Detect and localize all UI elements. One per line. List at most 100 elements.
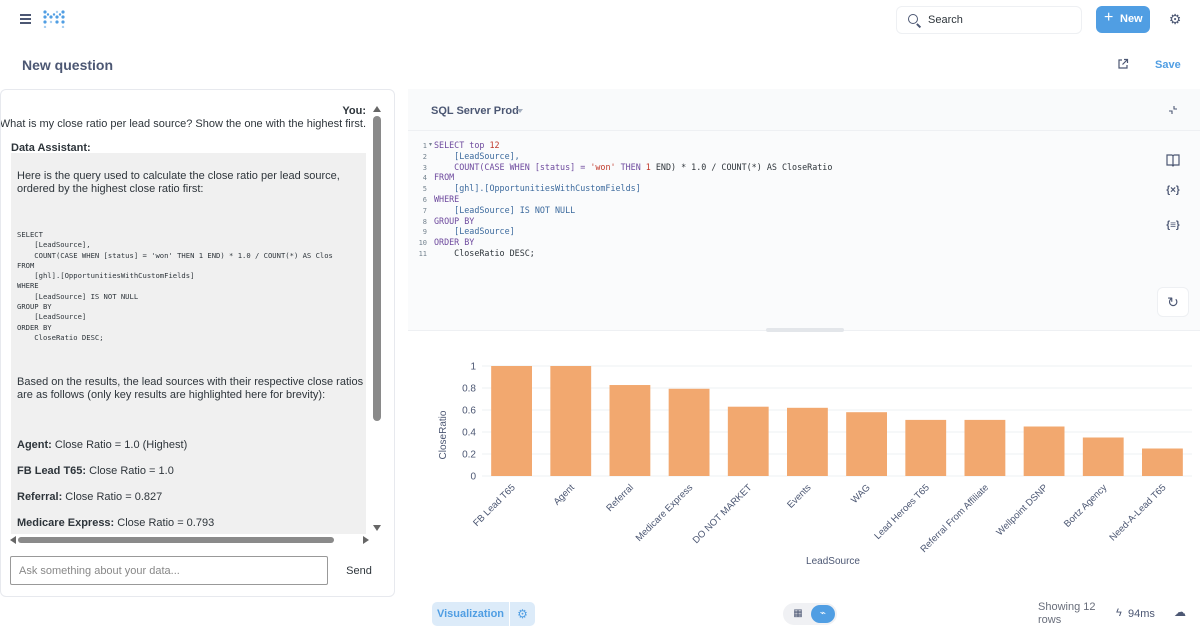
editor-resize-handle[interactable] <box>766 328 844 332</box>
scroll-right-arrow-icon[interactable] <box>363 536 369 544</box>
metabase-logo-icon[interactable] <box>43 10 67 28</box>
search-bar[interactable]: Search <box>896 6 1082 34</box>
chevron-down-icon[interactable] <box>517 109 523 113</box>
code-line: CloseRatio DESC; <box>434 248 832 259</box>
collapse-icon[interactable] <box>1168 105 1178 115</box>
code-token: 1 <box>645 161 651 172</box>
x-tick-label: Referral From Affiliate <box>918 482 991 555</box>
assistant-results-line1: Based on the results, the lead sources w… <box>17 376 364 388</box>
table-view-icon[interactable]: ▦ <box>793 608 803 619</box>
code-token: END) * 1.0 / COUNT(*) AS CloseRatio <box>650 161 833 172</box>
footer-bar: Visualization ⚙ ▦ ⌁ Showing 12 rows ϟ 94… <box>408 597 1200 629</box>
chat-horizontal-scrollbar[interactable] <box>1 534 376 546</box>
visualization-settings-icon[interactable]: ⚙ <box>510 602 535 626</box>
code-token: WHERE <box>434 193 460 204</box>
bar-chart: 0 0.2 0.4 0.6 0.8 1 FB Lead T65 Agent ReferralMe… <box>438 362 1192 567</box>
code-line: WHERE <box>434 194 832 205</box>
bar[interactable] <box>609 385 651 476</box>
download-icon[interactable]: ☁ <box>1174 605 1186 619</box>
send-button[interactable]: Send <box>338 556 380 585</box>
code-token: FROM <box>434 172 455 183</box>
result-value: Close Ratio = 1.0 <box>86 465 174 477</box>
code-line: ORDER BY <box>434 237 832 248</box>
result-item: Referral: Close Ratio = 0.827 <box>17 491 162 504</box>
assistant-sql-code: SELECT [LeadSource], COUNT(CASE WHEN [st… <box>17 230 333 342</box>
sql-code[interactable]: SELECT top 12 [LeadSource], COUNT(CASE W… <box>434 140 832 259</box>
row-count: Showing 12 rows <box>1038 601 1096 626</box>
variables-icon[interactable]: {×} <box>1166 185 1180 196</box>
code-token: SELECT top <box>434 140 490 150</box>
x-axis-label: LeadSource <box>806 556 860 567</box>
new-button[interactable]: + New <box>1096 6 1150 33</box>
sql-editor[interactable]: 1 2 3 4 5 6 7 8 9 10 11 ▾ SELECT top 12 … <box>408 131 1158 271</box>
database-selector[interactable]: SQL Server Prod <box>431 105 519 117</box>
bar[interactable] <box>491 366 532 476</box>
search-label: Search <box>928 14 963 26</box>
chat-panel: You: What is my close ratio per lead sou… <box>0 89 395 597</box>
bar[interactable] <box>668 388 710 476</box>
bar[interactable] <box>1023 426 1065 477</box>
bar[interactable] <box>1082 437 1124 477</box>
scroll-up-arrow-icon[interactable] <box>373 106 381 112</box>
snippets-icon[interactable]: {≡} <box>1166 220 1180 231</box>
assistant-intro-line1: Here is the query used to calculate the … <box>17 170 340 182</box>
code-line: FROM <box>434 172 832 183</box>
page-title[interactable]: New question <box>22 57 114 73</box>
scroll-left-arrow-icon[interactable] <box>10 536 16 544</box>
scrollbar-thumb[interactable] <box>373 116 381 421</box>
scrollbar-thumb[interactable] <box>18 537 334 543</box>
chart-view-icon[interactable]: ⌁ <box>811 605 835 623</box>
bar[interactable] <box>787 407 828 476</box>
y-tick-label: 0.6 <box>462 406 476 417</box>
new-button-label: New <box>1120 13 1143 25</box>
bar[interactable] <box>964 419 1006 476</box>
code-token: 'won' <box>590 161 616 172</box>
chat-transcript[interactable]: You: What is my close ratio per lead sou… <box>1 90 371 534</box>
y-tick-label: 0.8 <box>462 384 476 395</box>
fold-arrow-icon[interactable]: ▾ <box>429 142 433 148</box>
refresh-icon[interactable]: ↻ <box>1157 287 1189 317</box>
x-tick-label: DO NOT MARKET <box>691 482 755 546</box>
bar[interactable] <box>550 366 592 476</box>
x-tick-label: Wellpoint DSNP <box>994 482 1050 538</box>
menu-icon[interactable] <box>20 14 31 24</box>
ask-input[interactable] <box>10 556 328 585</box>
save-button[interactable]: Save <box>1155 59 1181 71</box>
bar[interactable] <box>1142 448 1183 477</box>
bolt-icon: ϟ <box>1116 607 1122 619</box>
top-nav: Search + New ⚙ <box>0 0 1200 40</box>
code-token: 12 <box>489 140 500 150</box>
code-token: [ghl].[OpportunitiesWithCustomFields] <box>434 183 641 194</box>
open-external-icon[interactable] <box>1117 58 1129 70</box>
data-reference-icon[interactable] <box>1164 153 1182 167</box>
code-line: [ghl].[OpportunitiesWithCustomFields] <box>434 183 832 194</box>
view-toggle: ▦ ⌁ <box>783 603 837 625</box>
result-value: Close Ratio = 0.793 <box>114 517 215 529</box>
visualization-button[interactable]: Visualization <box>432 602 509 626</box>
x-tick-label: Agent <box>552 482 578 508</box>
code-token: THEN <box>615 161 646 172</box>
bar[interactable] <box>727 406 769 476</box>
bar[interactable] <box>905 419 947 476</box>
y-tick-label: 0 <box>470 472 476 483</box>
chat-vertical-scrollbar[interactable] <box>371 100 383 531</box>
result-name: Medicare Express: <box>17 517 115 529</box>
x-tick-label: WAG <box>849 482 873 506</box>
y-tick-label: 0.4 <box>462 428 476 439</box>
bar[interactable] <box>846 412 887 476</box>
code-token: CloseRatio DESC; <box>434 247 535 258</box>
result-item: FB Lead T65: Close Ratio = 1.0 <box>17 465 174 478</box>
code-token: [LeadSource] <box>434 226 515 237</box>
y-tick-label: 1 <box>470 362 476 373</box>
code-token: ORDER BY <box>434 237 475 248</box>
result-value: Close Ratio = 1.0 (Highest) <box>51 439 188 451</box>
assistant-results-line2: are as follows (only key results are hig… <box>17 389 326 401</box>
result-value: Close Ratio = 0.827 <box>62 491 163 503</box>
result-name: Agent: <box>17 439 52 451</box>
scroll-down-arrow-icon[interactable] <box>373 525 381 531</box>
code-line: [LeadSource], <box>434 151 832 162</box>
gear-icon[interactable]: ⚙ <box>1168 11 1182 27</box>
code-line: SELECT top 12 <box>434 140 832 151</box>
code-line: [LeadSource] IS NOT NULL <box>434 205 832 216</box>
line-numbers: 1 2 3 4 5 6 7 8 9 10 11 <box>418 142 427 258</box>
